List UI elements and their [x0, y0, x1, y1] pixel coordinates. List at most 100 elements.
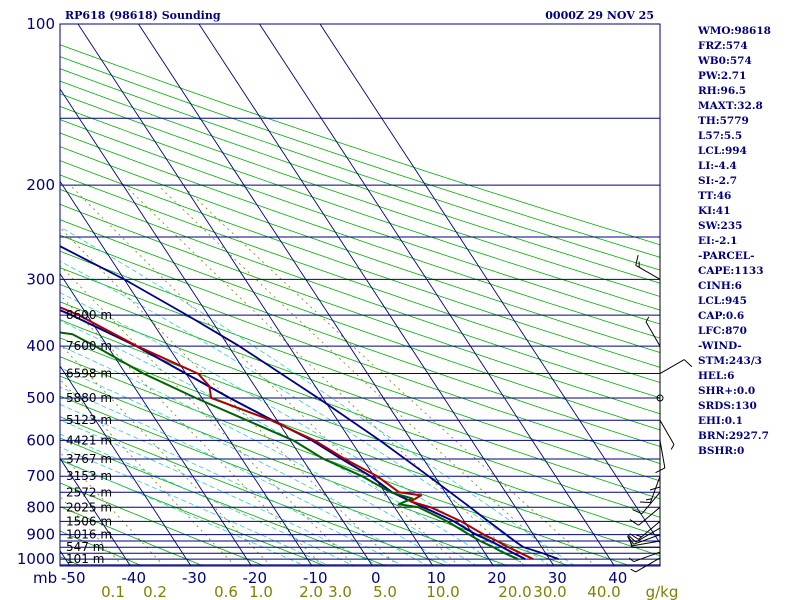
moist-adiabat [60, 226, 576, 566]
stat-item: LFC:870 [698, 325, 747, 337]
temperature-tick-label: 20 [487, 569, 506, 587]
stat-item: HEL:6 [698, 370, 735, 382]
moist-adiabat [60, 260, 552, 566]
stat-item: -PARCEL- [698, 250, 755, 262]
temperature-tick-label: 0 [371, 569, 381, 587]
dry-adiabat [60, 146, 660, 353]
dry-adiabat [60, 506, 205, 566]
dry-adiabat [60, 356, 632, 566]
series-dewpoint [60, 331, 519, 561]
isotherm [60, 272, 253, 566]
stat-item: WMO:98618 [698, 25, 771, 37]
wind-barbs [627, 244, 693, 573]
stat-item: CINH:6 [698, 280, 742, 292]
stat-item: WB0:574 [698, 55, 752, 67]
stat-item: RH:96.5 [698, 85, 747, 97]
stats-panel: WMO:98618 FRZ:574 WB0:574 PW:2.71 RH:96.5 MAX… [698, 24, 798, 459]
pressure-tick-label: 700 [26, 467, 55, 485]
stat-item: SI:-2.7 [698, 175, 737, 187]
stat-item: TH:5779 [698, 115, 749, 127]
wind-barb [629, 506, 661, 526]
mixing-ratio-line [60, 227, 399, 566]
dry-adiabat [60, 319, 660, 537]
stat-item: SHR+:0.0 [698, 385, 756, 397]
temperature-tick-label: 40 [608, 569, 627, 587]
dry-adiabat [60, 119, 660, 325]
stat-item: LCL:945 [698, 295, 747, 307]
pressure-tick-label: 1000 [17, 550, 55, 568]
height-tick-label: 2572 m [66, 485, 112, 499]
wind-barb [628, 551, 661, 563]
station-title: RP618 (98618) Sounding [65, 9, 221, 22]
temperature-tick-label: -10 [303, 569, 328, 587]
mixing-ratio-line [69, 184, 460, 566]
dry-adiabat [60, 106, 660, 311]
height-tick-label: 6598 m [66, 367, 112, 381]
wind-barb [629, 520, 661, 540]
height-tick-label: 4421 m [66, 433, 112, 447]
stat-item: L57:5.5 [698, 130, 743, 142]
height-tick-label: 547 m [66, 540, 104, 554]
mixing-ratio-tick-label: 0.2 [143, 583, 167, 600]
dry-adiabat [60, 44, 660, 246]
dry-adiabat [60, 267, 660, 482]
pressure-tick-label: 100 [26, 15, 55, 33]
dry-adiabat [60, 80, 660, 284]
stat-item: TT:46 [698, 190, 732, 202]
wind-barb [635, 255, 661, 280]
temperature-tick-label: 10 [427, 569, 446, 587]
stat-item: BSHR:0 [698, 445, 745, 457]
isotherm [60, 180, 313, 566]
isotherm [259, 24, 616, 566]
moist-adiabat [60, 458, 307, 566]
dry-adiabat [60, 250, 660, 464]
dry-adiabat [60, 234, 660, 447]
chart-grid [60, 24, 660, 566]
height-tick-label: 101 m [66, 552, 104, 566]
stat-item: PW:2.71 [698, 70, 747, 82]
stat-item: FRZ:574 [698, 40, 748, 52]
dry-adiabat [60, 337, 660, 557]
mixing-ratio-tick-label: 1.0 [249, 583, 273, 600]
pressure-tick-label: 600 [26, 431, 55, 449]
mixing-ratio-tick-label: 0.1 [101, 583, 125, 600]
stat-item: CAP:0.6 [698, 310, 745, 322]
temperature-tick-label: -20 [243, 569, 268, 587]
series-parcel [60, 245, 559, 560]
isotherm [198, 24, 555, 566]
wind-barb [630, 557, 661, 573]
mixing-ratio-tick-label: 3.0 [328, 583, 352, 600]
pressure-axis-label: mb [33, 569, 57, 587]
moist-adiabat [60, 433, 356, 566]
stat-item: LCL:994 [698, 145, 747, 157]
height-tick-label: 1016 m [66, 528, 112, 542]
isotherm [138, 24, 495, 566]
stat-item: -WIND- [698, 340, 742, 352]
dry-adiabat [60, 459, 327, 566]
mixing-ratio-tick-label: 40.0 [587, 583, 620, 600]
stat-item: STM:243/3 [698, 355, 762, 367]
dry-adiabat [60, 284, 660, 500]
moist-adiabat [60, 419, 380, 566]
moist-adiabat [60, 292, 527, 566]
dry-adiabat [60, 132, 660, 339]
pressure-tick-label: 400 [26, 337, 55, 355]
isotherm [60, 88, 374, 566]
wind-barb [659, 419, 675, 450]
mixing-ratio-line [157, 184, 567, 566]
temperature-tick-label: 30 [548, 569, 567, 587]
chart-series [60, 245, 559, 561]
series-temperature [60, 309, 526, 560]
height-tick-label: 8600 m [66, 308, 112, 322]
moist-adiabat [60, 403, 405, 566]
mixing-ratio-tick-label: 20.0 [498, 583, 531, 600]
pressure-tick-label: 500 [26, 389, 55, 407]
moist-adiabat [60, 367, 454, 566]
mixing-ratio-line [60, 294, 324, 566]
dry-adiabat [60, 68, 660, 271]
wind-barb [632, 491, 661, 515]
dry-adiabat [60, 203, 660, 415]
dry-adiabat [60, 416, 449, 566]
